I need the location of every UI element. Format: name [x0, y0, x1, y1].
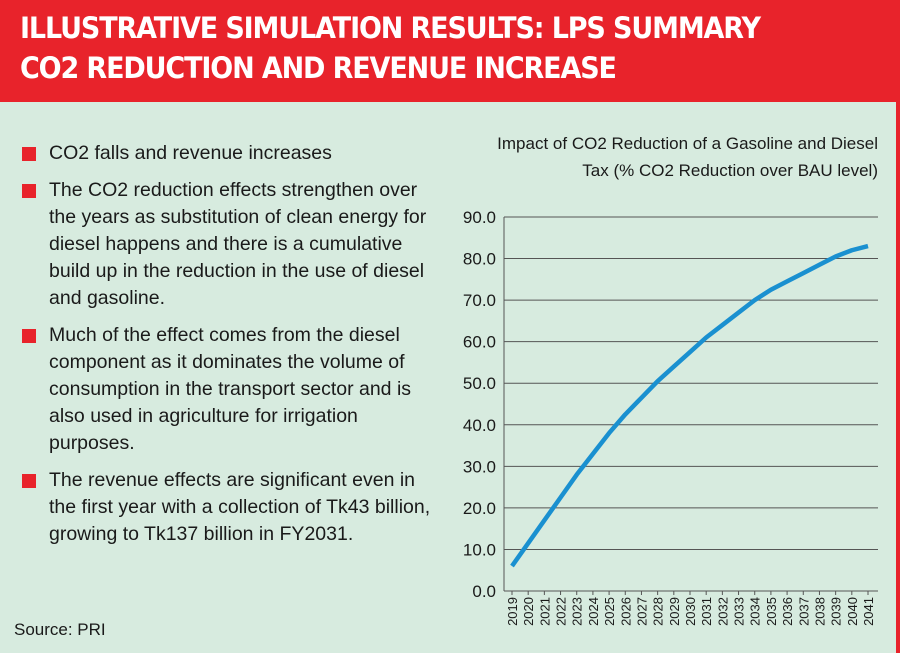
y-tick-label: 70.0 [463, 291, 496, 310]
y-tick-label: 10.0 [463, 540, 496, 559]
x-tick-label: 2038 [812, 597, 827, 626]
series-line-co2-reduction [510, 243, 869, 568]
red-square-bullet-icon [22, 184, 36, 198]
y-tick-label: 0.0 [472, 582, 496, 601]
x-tick-label: 2041 [861, 597, 876, 626]
header-title: ILLUSTRATIVE SIMULATION RESULTS: LPS SUM… [20, 8, 829, 88]
x-tick-label: 2024 [586, 597, 601, 626]
x-tick-label: 2040 [845, 597, 860, 626]
chart-title-line2: Tax (% CO2 Reduction over BAU level) [582, 161, 878, 180]
x-tick-label: 2034 [748, 597, 763, 626]
x-tick-label: 2032 [715, 597, 730, 626]
x-tick-label: 2030 [683, 597, 698, 626]
y-tick-label: 20.0 [463, 499, 496, 518]
red-square-bullet-icon [22, 329, 36, 343]
bullet-text: The revenue effects are significant even… [49, 469, 431, 545]
x-tick-label: 2029 [667, 597, 682, 626]
x-tick-label: 2022 [554, 597, 569, 626]
x-tick-label: 2023 [570, 597, 585, 626]
x-tick-label: 2037 [796, 597, 811, 626]
chart-title: Impact of CO2 Reduction of a Gasoline an… [455, 130, 878, 184]
chart-title-line1: Impact of CO2 Reduction of a Gasoline an… [497, 134, 878, 153]
x-tick-label: 2026 [618, 597, 633, 626]
x-tick-label: 2028 [651, 597, 666, 626]
y-tick-label: 50.0 [463, 374, 496, 393]
x-tick-label: 2031 [699, 597, 714, 626]
y-tick-label: 90.0 [463, 208, 496, 227]
x-tick-label: 2033 [732, 597, 747, 626]
bullet-list: CO2 falls and revenue increases The CO2 … [20, 140, 440, 558]
bullet-text: Much of the effect comes from the diesel… [49, 324, 412, 454]
y-tick-label: 30.0 [463, 457, 496, 476]
header-title-line2: CO2 REDUCTION AND REVENUE INCREASE [20, 51, 617, 85]
source-note: Source: PRI [14, 620, 106, 639]
red-square-bullet-icon [22, 474, 36, 488]
bullet-item: CO2 falls and revenue increases [20, 140, 440, 167]
bullet-text: The CO2 reduction effects strengthen ove… [49, 179, 427, 309]
bullet-item: Much of the effect comes from the diesel… [20, 322, 440, 457]
x-tick-label: 2025 [602, 597, 617, 626]
y-tick-label: 60.0 [463, 333, 496, 352]
x-tick-label: 2036 [780, 597, 795, 626]
y-tick-label: 80.0 [463, 250, 496, 269]
header-title-line1: ILLUSTRATIVE SIMULATION RESULTS: LPS SUM… [20, 11, 761, 45]
y-tick-label: 40.0 [463, 416, 496, 435]
content-panel: CO2 falls and revenue increases The CO2 … [0, 102, 896, 653]
x-tick-label: 2035 [764, 597, 779, 626]
x-tick-label: 2039 [829, 597, 844, 626]
x-tick-label: 2021 [537, 597, 552, 626]
x-tick-label: 2020 [521, 597, 536, 626]
x-tick-label: 2027 [634, 597, 649, 626]
line-chart: 0.0 10.0 20.0 30.0 40.0 50.0 60.0 70.0 80.0 90.0 2… [463, 208, 878, 626]
bullet-text: CO2 falls and revenue increases [49, 142, 332, 164]
red-square-bullet-icon [22, 147, 36, 161]
bullet-item: The revenue effects are significant even… [20, 467, 440, 548]
x-tick-label: 2019 [505, 597, 520, 626]
bullet-item: The CO2 reduction effects strengthen ove… [20, 177, 440, 312]
